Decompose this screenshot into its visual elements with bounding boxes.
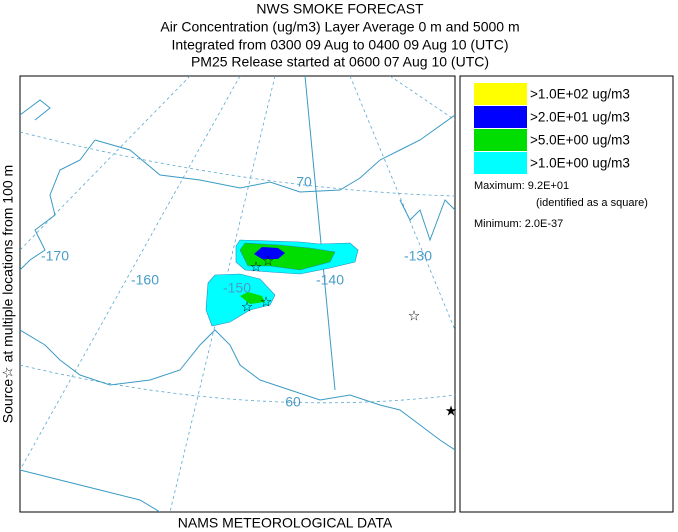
coastline	[20, 469, 161, 512]
source-star: ☆	[260, 294, 273, 310]
longitude-label: -130	[404, 248, 432, 264]
plume	[205, 239, 359, 327]
coastline	[399, 199, 455, 242]
footer: NAMS METEOROLOGICAL DATA	[178, 515, 393, 531]
legend-label: >1.0E+00 ug/m3	[530, 156, 630, 171]
source-star: ☆	[408, 308, 421, 324]
coastline	[20, 99, 455, 451]
legend-swatch	[474, 129, 527, 151]
legend-label: >5.0E+00 ug/m3	[530, 133, 630, 148]
maximum-note: (identified as a square)	[536, 197, 648, 209]
plume-contour	[254, 247, 285, 259]
legend-label: >1.0E+02 ug/m3	[530, 87, 630, 102]
legend-label: >2.0E+01 ug/m3	[530, 110, 630, 125]
legend-swatch	[474, 83, 527, 105]
legend: Maximum: 9.2E+01 (identified as a square…	[459, 75, 674, 513]
border	[304, 76, 336, 391]
source-star: ★	[445, 403, 458, 419]
plume-contour	[240, 292, 265, 304]
legend-swatch	[474, 152, 527, 174]
meridian	[389, 76, 455, 121]
meridian	[20, 76, 191, 251]
title-line: Integrated from 0300 09 Aug to 0400 09 A…	[172, 37, 509, 53]
source-star: ☆	[250, 259, 263, 275]
source-star: ☆	[262, 253, 275, 269]
title-line: NWS SMOKE FORECAST	[256, 1, 424, 17]
sources: ☆ ☆ ☆ ☆ ☆ ★	[241, 253, 458, 419]
plume-contour	[205, 273, 276, 327]
latitude-label: 60	[285, 394, 301, 410]
latitude-line	[20, 364, 455, 404]
meridian	[349, 76, 455, 331]
map: ☆ ☆ ☆ ☆ ☆ ★ -170 -160 -150 -140 -130 70 60	[19, 75, 458, 513]
source-label: Source☆ at multiple locations from 100 m	[0, 165, 16, 423]
maximum: Maximum: 9.2E+01	[474, 180, 569, 192]
longitude-label: -150	[223, 280, 251, 296]
longitude-label: -140	[316, 272, 344, 288]
latitude-label: 70	[296, 174, 312, 190]
longitude-label: -170	[41, 248, 69, 264]
title-line: Air Concentration (ug/m3) Layer Average …	[160, 19, 519, 35]
longitude-label: -160	[131, 272, 159, 288]
header: NWS SMOKE FORECAST Air Concentration (ug…	[160, 1, 519, 70]
minimum: Minimum: 2.0E-37	[474, 218, 563, 230]
legend-swatch	[474, 106, 527, 128]
source-star: ☆	[241, 299, 254, 315]
graticule-labels: -170 -160 -150 -140 -130 70 60	[41, 174, 432, 410]
title-line: PM25 Release started at 0600 07 Aug 10 (…	[191, 54, 489, 70]
